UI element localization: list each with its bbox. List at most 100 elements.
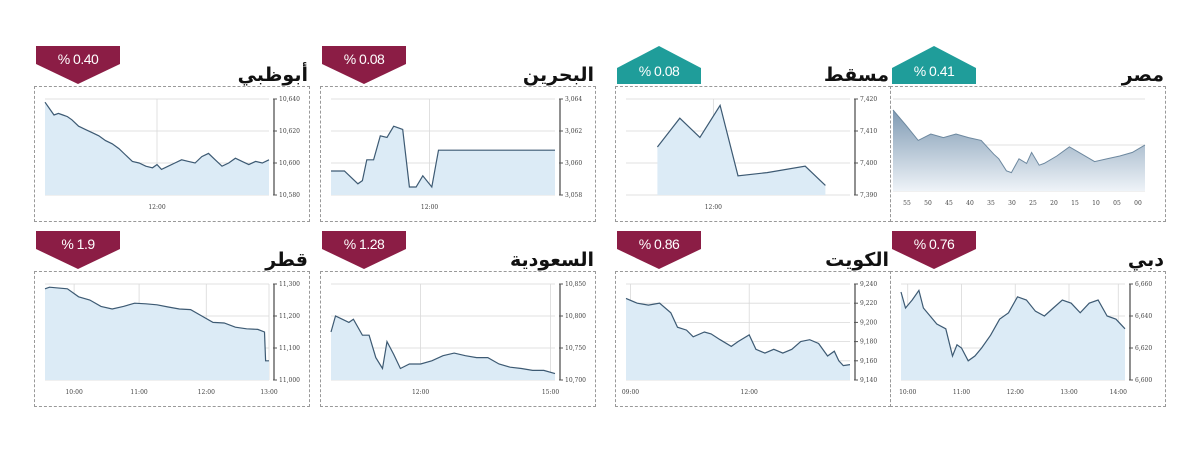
chart-svg: 10,850 10,800 10,750 10,700 12:00 15:00 — [330, 281, 586, 396]
svg-text:3,060: 3,060 — [565, 160, 582, 167]
svg-text:10,750: 10,750 — [565, 345, 586, 352]
svg-text:10,580: 10,580 — [279, 192, 300, 199]
svg-text:25: 25 — [1029, 200, 1037, 207]
area-fill — [626, 298, 850, 380]
index-panel-abudhabi: % 0.40 أبوظبي 10,640 10,620 10,600 10,580 12… — [34, 46, 310, 226]
price-line — [44, 101, 270, 171]
area-fill — [45, 287, 269, 380]
index-title: الكويت — [825, 249, 889, 271]
svg-text:9,240: 9,240 — [860, 281, 877, 288]
change-badge: % 0.76 — [892, 231, 976, 269]
svg-text:40: 40 — [966, 200, 974, 207]
change-badge: % 0.40 — [36, 46, 120, 84]
price-line — [892, 109, 1146, 174]
svg-text:9,200: 9,200 — [860, 319, 877, 326]
change-badge: % 0.86 — [617, 231, 701, 269]
svg-text:10: 10 — [1092, 200, 1100, 207]
svg-text:10,700: 10,700 — [565, 377, 586, 384]
svg-text:12:00: 12:00 — [705, 204, 722, 211]
price-line — [900, 288, 1126, 362]
index-title: قطر — [265, 249, 308, 271]
svg-text:09:00: 09:00 — [622, 389, 639, 396]
svg-text:6,600: 6,600 — [1135, 377, 1152, 384]
svg-text:13:00: 13:00 — [260, 389, 277, 396]
price-line — [656, 103, 826, 186]
change-badge: % 1.28 — [322, 231, 406, 269]
svg-text:10:00: 10:00 — [899, 389, 916, 396]
svg-text:10,640: 10,640 — [279, 96, 300, 103]
index-title: مسقط — [823, 64, 889, 86]
change-percent: % 0.08 — [638, 63, 680, 79]
svg-text:10,620: 10,620 — [279, 128, 300, 135]
change-percent: % 0.41 — [913, 63, 955, 79]
svg-text:7,420: 7,420 — [860, 96, 877, 103]
index-panel-saudi: % 1.28 السعودية 10,850 10,800 10,750 10,700… — [320, 231, 596, 411]
chart-svg: 55 50 45 40 35 30 25 20 15 10 05 00 — [892, 98, 1146, 207]
chart-frame: 10,640 10,620 10,600 10,580 12:00 — [34, 86, 310, 222]
chart-frame: 7,420 7,410 7,400 7,390 12:00 — [615, 86, 891, 222]
svg-text:9,180: 9,180 — [860, 339, 877, 346]
price-line — [625, 297, 851, 367]
svg-text:30: 30 — [1008, 200, 1016, 207]
change-percent: % 0.86 — [638, 236, 680, 252]
area-fill — [331, 126, 555, 195]
change-badge: % 0.08 — [322, 46, 406, 84]
svg-text:11:00: 11:00 — [953, 389, 970, 396]
index-panel-kuwait: % 0.86 الكويت 9,240 9,220 9,200 9,180 9,160 9… — [615, 231, 891, 411]
change-percent: % 1.9 — [61, 236, 95, 252]
chart-frame: 6,660 6,640 6,620 6,600 10:00 11:00 12:00 13:00… — [890, 271, 1166, 407]
svg-text:12:00: 12:00 — [412, 389, 429, 396]
svg-text:12:00: 12:00 — [421, 204, 438, 211]
svg-text:10,850: 10,850 — [565, 281, 586, 288]
index-panel-dubai: % 0.76 دبي 6,660 6,640 6,620 6,600 10:00 11:0… — [890, 231, 1166, 411]
chart-svg: 3,064 3,062 3,060 3,058 12:00 — [331, 96, 582, 211]
change-badge: % 1.9 — [36, 231, 120, 269]
index-title: السعودية — [509, 249, 594, 271]
svg-text:7,410: 7,410 — [860, 128, 877, 135]
index-panel-muscat: % 0.08 مسقط 7,420 7,410 7,400 7,390 12:00 — [615, 46, 891, 226]
svg-text:3,058: 3,058 — [565, 192, 582, 199]
area-fill — [657, 105, 826, 195]
change-percent: % 1.28 — [343, 236, 385, 252]
svg-text:12:00: 12:00 — [741, 389, 758, 396]
chart-svg: 7,420 7,410 7,400 7,390 12:00 — [626, 96, 877, 211]
index-title: دبي — [1127, 249, 1164, 271]
svg-text:20: 20 — [1050, 200, 1058, 207]
svg-text:3,062: 3,062 — [565, 128, 582, 135]
svg-text:3,064: 3,064 — [565, 96, 582, 103]
svg-text:10:00: 10:00 — [65, 389, 82, 396]
chart-svg: 9,240 9,220 9,200 9,180 9,160 9,140 09:00 12:00 — [622, 281, 878, 396]
svg-text:10,600: 10,600 — [279, 160, 300, 167]
price-line — [330, 315, 556, 375]
svg-text:6,660: 6,660 — [1135, 281, 1152, 288]
index-panel-qatar: % 1.9 قطر 11,300 11,200 11,100 11,000 10:00 1… — [34, 231, 310, 411]
change-badge: % 0.08 — [617, 46, 701, 84]
price-line — [331, 125, 555, 189]
chart-frame: 55 50 45 40 35 30 25 20 15 10 05 00 — [890, 86, 1166, 222]
svg-text:13:00: 13:00 — [1060, 389, 1077, 396]
change-percent: % 0.76 — [913, 236, 955, 252]
area-fill — [901, 290, 1125, 380]
svg-text:05: 05 — [1113, 200, 1121, 207]
svg-text:7,400: 7,400 — [860, 160, 877, 167]
svg-text:6,620: 6,620 — [1135, 345, 1152, 352]
svg-text:9,160: 9,160 — [860, 358, 877, 365]
svg-text:15: 15 — [1071, 200, 1079, 207]
svg-text:50: 50 — [924, 200, 932, 207]
svg-text:12:00: 12:00 — [148, 204, 165, 211]
svg-text:45: 45 — [945, 200, 953, 207]
svg-text:11,000: 11,000 — [279, 377, 300, 384]
change-percent: % 0.40 — [57, 51, 99, 67]
svg-text:11,200: 11,200 — [279, 313, 300, 320]
svg-text:10,800: 10,800 — [565, 313, 586, 320]
index-title: مصر — [1121, 64, 1164, 86]
price-line — [44, 286, 269, 362]
index-title: البحرين — [522, 64, 594, 86]
svg-text:14:00: 14:00 — [1110, 389, 1127, 396]
svg-text:55: 55 — [903, 200, 911, 207]
svg-text:35: 35 — [987, 200, 995, 207]
svg-text:15:00: 15:00 — [542, 389, 559, 396]
index-title: أبوظبي — [237, 64, 308, 86]
chart-svg: 11,300 11,200 11,100 11,000 10:00 11:00 12:00 1… — [44, 281, 300, 396]
change-percent: % 0.08 — [343, 51, 385, 67]
